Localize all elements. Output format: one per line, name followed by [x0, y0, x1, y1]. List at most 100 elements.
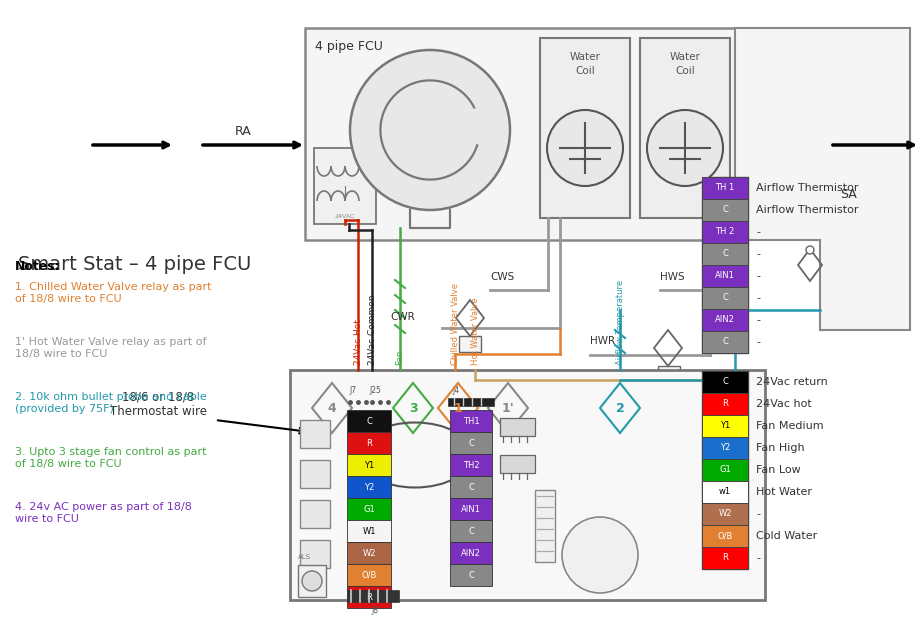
Text: Chilled Water Valve: Chilled Water Valve [450, 283, 460, 365]
Text: ALS: ALS [298, 554, 311, 560]
Bar [450, 498, 492, 520]
Circle shape [547, 110, 623, 186]
Text: -: - [756, 337, 760, 347]
Bar [450, 432, 492, 454]
Text: W2: W2 [362, 548, 376, 557]
Text: Airflow Temperature: Airflow Temperature [615, 280, 624, 365]
Text: 24Vac Common: 24Vac Common [367, 295, 377, 365]
Text: TH1: TH1 [462, 416, 479, 426]
Bar [702, 371, 748, 393]
Bar [702, 199, 748, 221]
Text: C: C [722, 250, 728, 258]
Bar [347, 498, 391, 520]
Text: -: - [756, 271, 760, 281]
Text: AIN1: AIN1 [461, 504, 481, 514]
Text: 18/6 or 18/8: 18/6 or 18/8 [122, 390, 194, 403]
Text: G1: G1 [363, 504, 375, 514]
Text: Coil: Coil [575, 66, 595, 76]
Text: 24VAC: 24VAC [335, 214, 356, 219]
Bar [347, 432, 391, 454]
Bar [347, 586, 391, 608]
Bar [702, 547, 748, 569]
Text: 4. 24v AC power as part of 18/8
wire to FCU: 4. 24v AC power as part of 18/8 wire to … [15, 502, 192, 524]
Bar [500, 418, 535, 436]
Bar [300, 500, 330, 528]
Text: J8: J8 [371, 606, 379, 615]
Bar [702, 481, 748, 503]
Bar [347, 520, 391, 542]
Text: HWR: HWR [590, 336, 615, 346]
Text: C: C [722, 293, 728, 303]
Text: Fan Low: Fan Low [756, 465, 800, 475]
Text: -: - [756, 249, 760, 259]
Bar [702, 287, 748, 309]
Text: 4 pipe FCU: 4 pipe FCU [315, 40, 383, 53]
Text: C: C [722, 205, 728, 215]
Text: 1. Chilled Water Valve relay as part
of 18/8 wire to FCU: 1. Chilled Water Valve relay as part of … [15, 282, 212, 304]
Text: 1' Hot Water Valve relay as part of
18/8 wire to FCU: 1' Hot Water Valve relay as part of 18/8… [15, 337, 206, 359]
Text: C: C [366, 416, 372, 426]
Text: Thermostat wire: Thermostat wire [110, 405, 206, 418]
Text: TH2: TH2 [462, 461, 479, 469]
Text: Smart Stat – 4 pipe FCU: Smart Stat – 4 pipe FCU [18, 255, 251, 274]
Bar [450, 410, 492, 432]
Bar [540, 38, 630, 218]
Polygon shape [735, 28, 910, 330]
Text: Coil: Coil [675, 66, 694, 76]
Text: Notes:: Notes: [15, 260, 61, 273]
Bar [300, 420, 330, 448]
Bar [640, 38, 730, 218]
Circle shape [350, 50, 510, 210]
Text: R: R [366, 439, 372, 447]
Bar [450, 542, 492, 564]
Text: 24Vac Hot: 24Vac Hot [354, 319, 363, 365]
Bar [702, 331, 748, 353]
Bar [702, 415, 748, 437]
Bar [702, 459, 748, 481]
Text: C: C [468, 527, 474, 535]
Circle shape [302, 571, 322, 591]
Circle shape [806, 246, 814, 254]
Bar [702, 243, 748, 265]
Text: Hot Water Valve: Hot Water Valve [471, 297, 480, 365]
Bar [347, 454, 391, 476]
Text: AIN2: AIN2 [715, 316, 735, 324]
Bar [347, 476, 391, 498]
Text: 1': 1' [502, 401, 514, 414]
Bar [702, 177, 748, 199]
Bar [347, 564, 391, 586]
Text: Hot Water: Hot Water [756, 487, 812, 497]
Text: CWS: CWS [490, 272, 514, 282]
Bar [702, 309, 748, 331]
Text: J25: J25 [369, 386, 381, 395]
Text: w1: w1 [719, 487, 731, 497]
Text: TH 1: TH 1 [716, 183, 735, 192]
Bar [702, 437, 748, 459]
Circle shape [562, 517, 638, 593]
Bar [298, 565, 326, 597]
Bar [347, 542, 391, 564]
Text: -: - [756, 293, 760, 303]
Bar [702, 371, 748, 569]
Text: Fan Medium: Fan Medium [756, 421, 823, 431]
Text: SA: SA [840, 188, 857, 202]
Bar [702, 525, 748, 547]
Text: 3: 3 [409, 401, 417, 414]
Bar [535, 490, 555, 562]
Text: C: C [468, 570, 474, 580]
Text: J7: J7 [349, 386, 356, 395]
Text: 2: 2 [615, 401, 624, 414]
Text: 3. Upto 3 stage fan control as part
of 18/8 wire to FCU: 3. Upto 3 stage fan control as part of 1… [15, 447, 206, 469]
Bar [448, 398, 494, 406]
Text: -: - [756, 509, 760, 519]
Text: -: - [756, 315, 760, 325]
Text: W1: W1 [362, 527, 376, 535]
Bar [658, 366, 680, 382]
Bar [702, 503, 748, 525]
Text: C: C [722, 378, 728, 386]
Bar [702, 177, 748, 353]
Text: R: R [366, 593, 372, 602]
Text: AIN2: AIN2 [461, 548, 481, 557]
Text: R: R [722, 553, 728, 562]
Bar [314, 148, 376, 224]
